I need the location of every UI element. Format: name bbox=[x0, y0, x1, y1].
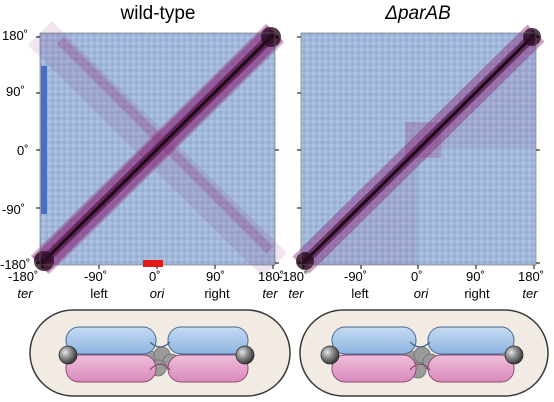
region-ori-par: ori bbox=[413, 286, 429, 301]
x-tick-90-wt: 90˚ bbox=[206, 269, 225, 284]
region-ori-wt: ori bbox=[149, 286, 165, 301]
x-tick-0-par: 0˚ bbox=[411, 269, 423, 284]
x-tick-neg90-par: -90˚ bbox=[344, 269, 368, 284]
region-ter-left-par: ter bbox=[288, 286, 304, 301]
x-tick-neg180-wt: -180˚ bbox=[8, 269, 39, 284]
cell-diagram-wildtype bbox=[29, 309, 291, 397]
region-left-par: left bbox=[351, 286, 369, 301]
x-tick-0-wt: 0˚ bbox=[149, 269, 161, 284]
x-tick-180-par: 180˚ bbox=[518, 269, 545, 284]
panel-title-wildtype: wild-type bbox=[120, 3, 196, 24]
y-range-bar bbox=[41, 66, 47, 214]
x-tick-neg180-par: -180˚ bbox=[278, 269, 309, 284]
panel-title-parab: ΔparAB bbox=[385, 3, 451, 24]
y-tick-180: 180˚ bbox=[2, 28, 29, 43]
y-tick-0: 0˚ bbox=[17, 143, 29, 158]
region-ter-left-wt: ter bbox=[17, 286, 33, 301]
x-range-bar bbox=[143, 260, 163, 267]
x-tick-180-wt: 180˚ bbox=[258, 269, 285, 284]
cell-diagram-parab bbox=[299, 309, 549, 397]
heatmap-parab bbox=[292, 24, 545, 274]
region-left-wt: left bbox=[90, 286, 108, 301]
region-ter-right-par: ter bbox=[522, 286, 538, 301]
ticks-parab bbox=[275, 36, 540, 269]
x-tick-90-par: 90˚ bbox=[466, 269, 485, 284]
heatmap-wildtype bbox=[28, 20, 287, 278]
y-tick-neg90: -90˚ bbox=[2, 202, 26, 217]
y-tick-90: 90˚ bbox=[6, 84, 25, 99]
region-right-wt: right bbox=[204, 286, 230, 301]
region-right-par: right bbox=[464, 286, 490, 301]
x-tick-neg90-wt: -90˚ bbox=[84, 269, 108, 284]
y-tick-neg180: -180˚ bbox=[0, 257, 31, 272]
region-ter-right-wt: ter bbox=[262, 286, 278, 301]
